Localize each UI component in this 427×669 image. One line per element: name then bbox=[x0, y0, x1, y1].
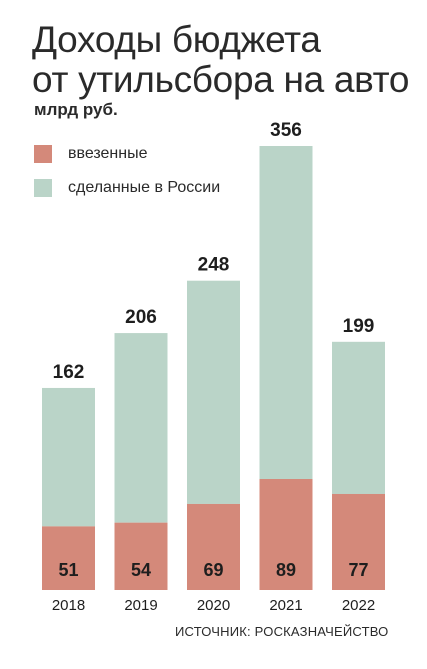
bar-imported-2021 bbox=[259, 479, 313, 590]
label-total-2021: 356 bbox=[270, 120, 302, 141]
label-total-2018: 162 bbox=[53, 362, 85, 383]
legend-item-imported: ввезенные bbox=[34, 144, 220, 164]
label-imported-2020: 69 bbox=[203, 560, 223, 580]
bar-imported-2022 bbox=[332, 493, 385, 590]
legend-label-domestic: сделанные в России bbox=[68, 179, 221, 196]
label-total-2019: 206 bbox=[125, 307, 157, 328]
label-imported-2022: 77 bbox=[348, 560, 368, 580]
legend-item-domestic: сделанные в России bbox=[34, 178, 220, 198]
bar-domestic-2020 bbox=[187, 280, 240, 504]
bar-domestic-2018 bbox=[42, 387, 95, 527]
label-imported-2019: 54 bbox=[131, 560, 151, 580]
bar-domestic-2019 bbox=[114, 333, 168, 523]
label-total-2020: 248 bbox=[198, 255, 230, 276]
bar-imported-2020 bbox=[187, 503, 240, 590]
x-tick-2021: 2021 bbox=[269, 597, 302, 614]
legend: ввезенные сделанные в России bbox=[34, 144, 220, 212]
chart-title-line-1: Доходы бюджета bbox=[32, 19, 321, 60]
chart-title: Доходы бюджета от утильсбора на авто bbox=[32, 19, 410, 100]
legend-swatch-imported bbox=[34, 145, 52, 163]
bar-domestic-2021 bbox=[259, 146, 313, 479]
label-imported-2021: 89 bbox=[276, 560, 296, 580]
chart-title-line-2: от утильсбора на авто bbox=[32, 59, 410, 100]
bar-imported-2019 bbox=[114, 522, 168, 590]
x-tick-2018: 2018 bbox=[52, 597, 85, 614]
unit-label: млрд руб. bbox=[34, 100, 118, 119]
x-tick-2020: 2020 bbox=[197, 597, 230, 614]
source-note: ИСТОЧНИК: РОСКАЗНАЧЕЙСТВО bbox=[175, 624, 389, 639]
bar-domestic-2022 bbox=[332, 341, 385, 494]
label-imported-2018: 51 bbox=[58, 560, 78, 580]
label-total-2022: 199 bbox=[343, 316, 375, 337]
legend-label-imported: ввезенные bbox=[68, 145, 148, 162]
x-tick-2019: 2019 bbox=[124, 597, 157, 614]
bar-imported-2018 bbox=[42, 526, 95, 590]
x-tick-2022: 2022 bbox=[342, 597, 375, 614]
legend-swatch-domestic bbox=[34, 179, 52, 197]
